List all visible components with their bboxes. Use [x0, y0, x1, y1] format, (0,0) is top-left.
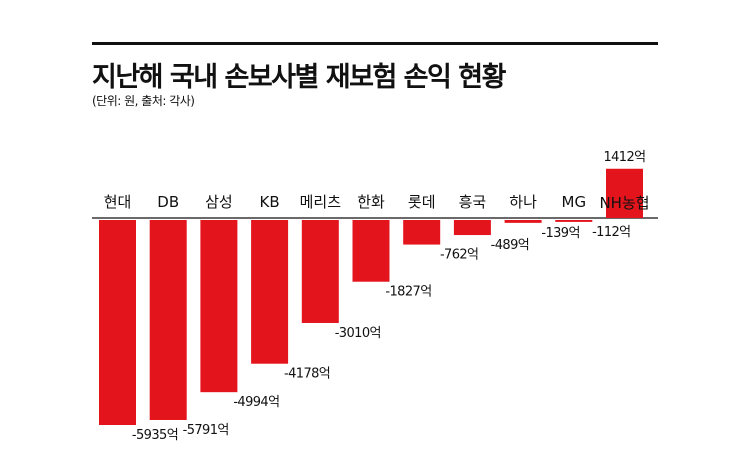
category-label: NH농협: [599, 194, 649, 212]
bar: [99, 220, 136, 425]
category-label: 한화: [357, 193, 385, 211]
category-label: 하나: [509, 193, 537, 211]
bar: [555, 220, 593, 222]
category-label: DB: [157, 193, 179, 211]
bar: [200, 220, 238, 393]
category-label: KB: [260, 193, 280, 211]
value-label: -5791억: [183, 423, 229, 438]
chart-subtitle: (단위: 원, 출처: 각사): [92, 94, 195, 108]
value-label: 1412억: [603, 150, 645, 165]
top-rule: [92, 42, 658, 45]
value-label: -4178억: [284, 367, 330, 382]
bar: [606, 168, 643, 218]
value-label: -139억: [541, 226, 579, 241]
category-label: 삼성: [205, 193, 233, 211]
category-label: 롯데: [408, 193, 436, 211]
value-label: -1827억: [385, 285, 431, 300]
category-label: MG: [562, 193, 587, 211]
bar: [504, 220, 542, 223]
bar: [352, 220, 390, 282]
value-label: -112억: [592, 225, 630, 240]
chart-title: 지난해 국내 손보사별 재보험 손익 현황: [92, 62, 506, 93]
value-label: -3010억: [335, 326, 381, 341]
bar: [403, 220, 441, 245]
category-label: 흥국: [459, 193, 487, 211]
value-label: -762억: [440, 248, 478, 263]
value-label: -5935억: [132, 428, 178, 443]
category-label: 현대: [104, 193, 132, 211]
value-label: -4994억: [233, 395, 279, 410]
bar: [149, 220, 187, 420]
bar: [301, 220, 339, 323]
bar: [453, 220, 491, 236]
bar: [251, 220, 289, 364]
value-label: -489억: [491, 238, 529, 253]
category-label: 메리츠: [300, 193, 342, 211]
